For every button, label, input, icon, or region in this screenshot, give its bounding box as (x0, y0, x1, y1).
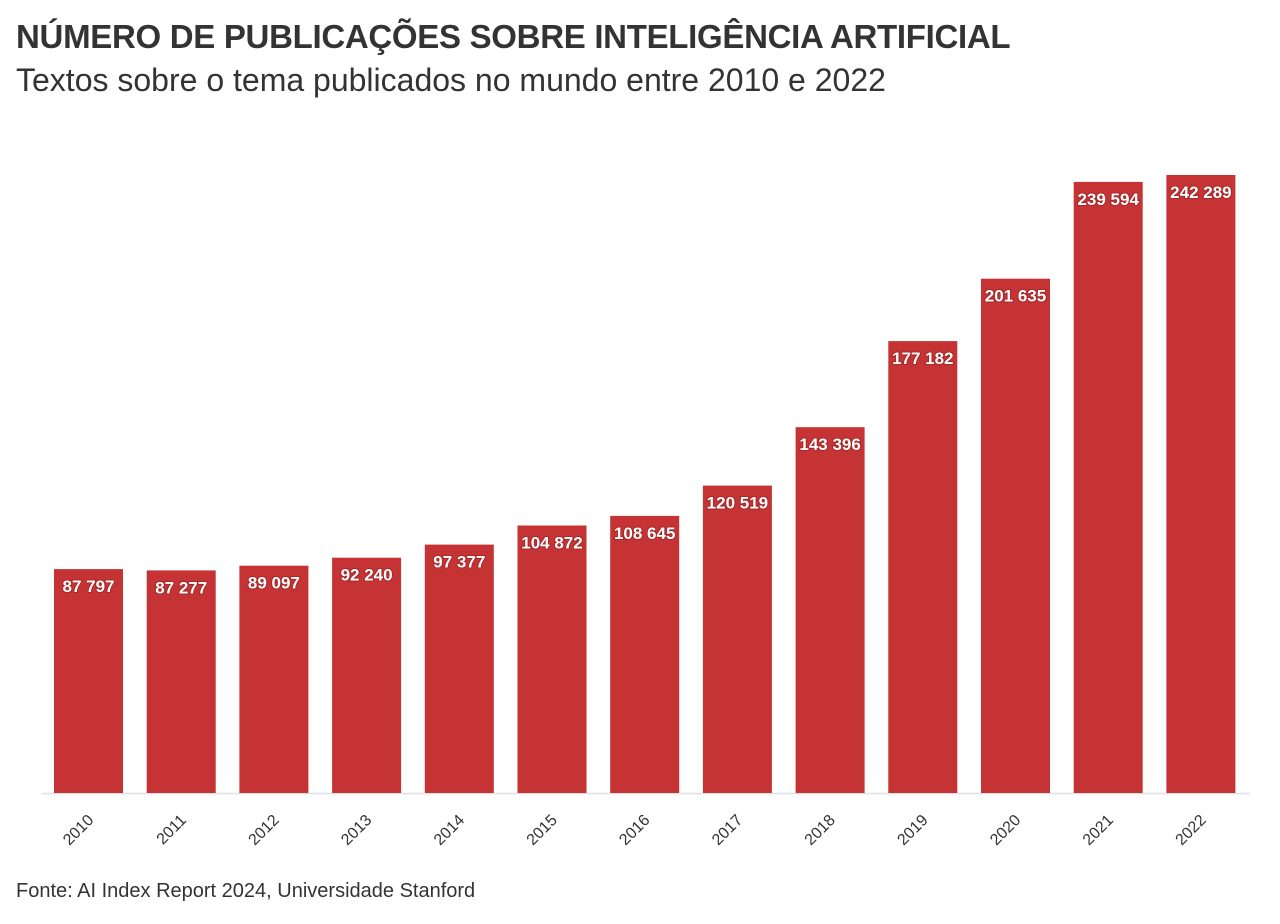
bar-2010 (54, 569, 123, 793)
data-label-2014: 97 377 (433, 553, 485, 572)
bar-2021 (1073, 181, 1143, 793)
x-tick-label-2022: 2022 (1173, 812, 1210, 849)
bar-2017 (702, 485, 772, 793)
bar-chart: 87 797 2010 87 277 2011 89 097 2012 92 240 2013… (42, 175, 1250, 849)
bar-2022 (1166, 175, 1236, 793)
x-tick-label-2019: 2019 (894, 812, 931, 849)
x-tick-label-2021: 2021 (1080, 812, 1117, 849)
x-tick-label-2010: 2010 (60, 812, 97, 849)
bar-2016 (610, 515, 680, 793)
x-tick-label-2018: 2018 (802, 812, 839, 849)
data-label-2010: 87 797 (63, 577, 115, 596)
data-label-2013: 92 240 (341, 566, 393, 585)
x-tick-label-2014: 2014 (431, 812, 468, 849)
bar-2014 (424, 544, 494, 793)
source-note: Fonte: AI Index Report 2024, Universidad… (16, 880, 476, 902)
bar-2015 (517, 525, 587, 793)
bar-2011 (146, 570, 216, 793)
chart-title: NÚMERO DE PUBLICAÇÕES SOBRE INTELIGÊNCIA… (16, 18, 1011, 55)
bar-2019 (888, 341, 958, 793)
chart-subtitle: Textos sobre o tema publicados no mundo … (16, 62, 886, 98)
x-tick-label-2017: 2017 (709, 812, 746, 849)
bar-2020 (981, 278, 1050, 793)
x-tick-label-2012: 2012 (246, 812, 283, 849)
x-tick-label-2011: 2011 (154, 812, 190, 848)
bar-2012 (239, 565, 309, 793)
data-label-2018: 143 396 (799, 435, 860, 454)
data-label-2020: 201 635 (985, 287, 1046, 306)
x-tick-label-2013: 2013 (338, 812, 375, 849)
data-label-2022: 242 289 (1170, 183, 1231, 202)
x-tick-label-2016: 2016 (616, 812, 653, 849)
data-label-2021: 239 594 (1077, 190, 1139, 209)
data-label-2016: 108 645 (614, 524, 675, 543)
data-label-2017: 120 519 (707, 494, 768, 513)
bar-2018 (795, 427, 865, 793)
data-label-2011: 87 277 (155, 578, 207, 597)
data-label-2015: 104 872 (521, 534, 582, 553)
data-label-2012: 89 097 (248, 574, 300, 593)
data-label-2019: 177 182 (892, 349, 953, 368)
x-tick-label-2020: 2020 (987, 812, 1024, 849)
bar-2013 (332, 557, 402, 793)
x-tick-label-2015: 2015 (524, 812, 561, 849)
